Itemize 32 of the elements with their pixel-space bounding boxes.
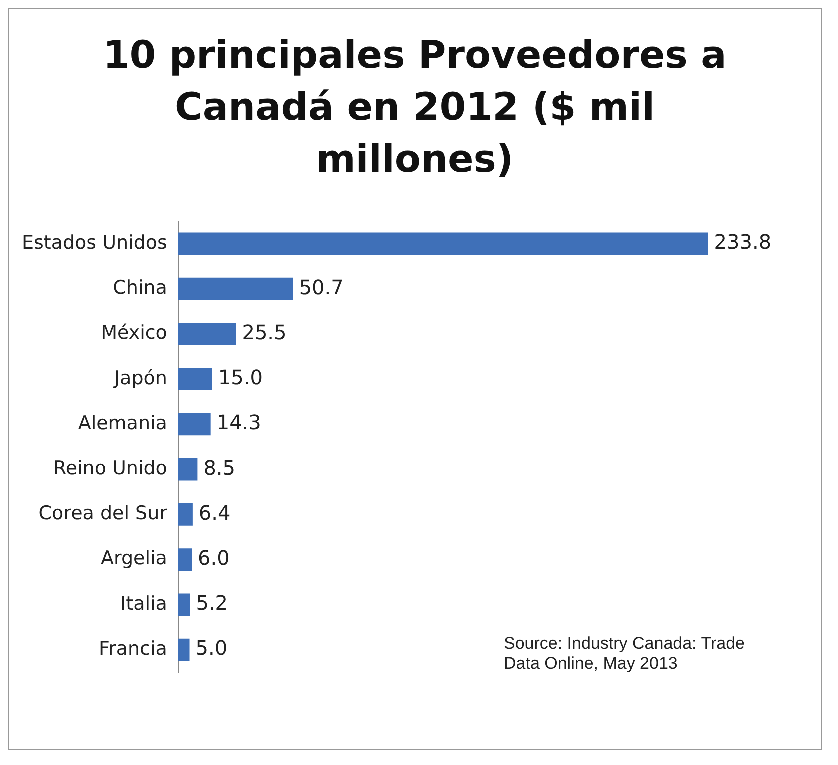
data-label: 8.5: [204, 456, 236, 480]
y-tick-label: Alemania: [78, 412, 168, 434]
bar: [178, 638, 190, 662]
data-label: 50.7: [299, 275, 344, 300]
y-tick-label: Argelia: [100, 548, 168, 570]
data-label: 233.8: [714, 230, 772, 254]
y-tick-label: México: [101, 322, 168, 344]
data-label: 25.5: [242, 320, 287, 344]
annotation: Source: Industry Canada: Trade Data Online, May 2013: [504, 634, 746, 674]
y-tick-label: Estados Unidos: [22, 232, 168, 254]
y-tick-label: Reino Unido: [53, 457, 168, 480]
bar: [178, 504, 193, 526]
data-label: 6.4: [198, 500, 231, 525]
chart-title: 10 principales Proveedores a Canadá en 2012 ($ mil millones): [102, 32, 728, 183]
y-tick-label: China: [113, 277, 168, 300]
bar: [178, 368, 212, 390]
y-tick-label: Corea del Sur: [38, 502, 168, 525]
bar: [178, 458, 198, 481]
data-label: 15.0: [218, 366, 263, 390]
data-label: 6.0: [198, 546, 230, 570]
y-tick-label: Japón: [113, 367, 168, 390]
bar: [178, 548, 192, 571]
y-tick-label: Francia: [99, 638, 168, 660]
y-tick-label: Italia: [120, 592, 168, 615]
bar: [178, 323, 236, 346]
data-label: 5.0: [196, 636, 228, 660]
bar: [178, 413, 211, 436]
bar: [178, 278, 294, 300]
data-label: 5.2: [196, 591, 228, 616]
bar: [178, 232, 708, 256]
data-label: 14.3: [216, 410, 262, 435]
bar: [178, 594, 190, 616]
